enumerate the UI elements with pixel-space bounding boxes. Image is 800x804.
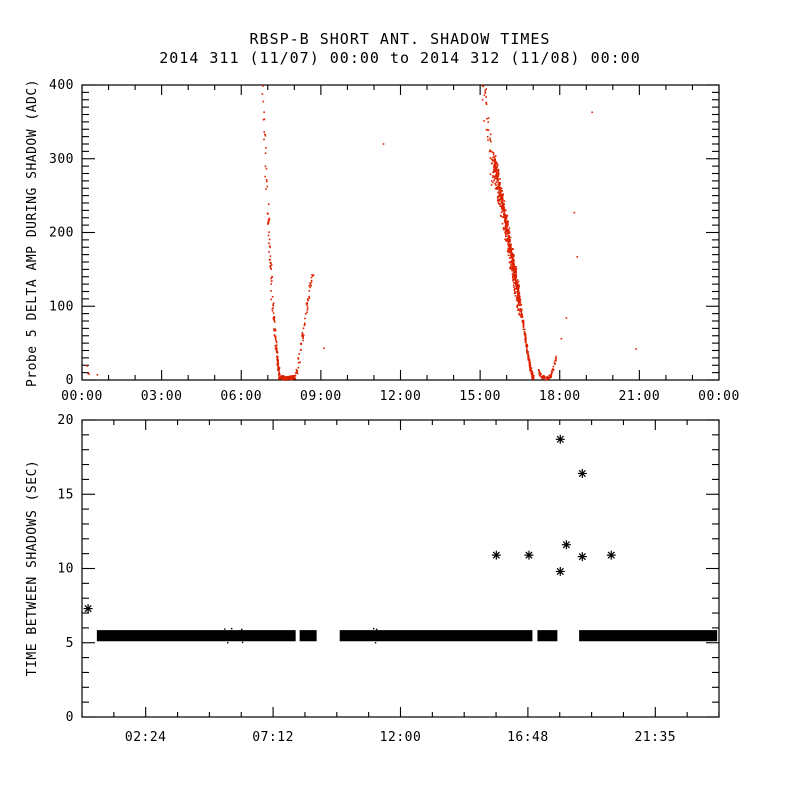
chart-title: RBSP-B SHORT ANT. SHADOW TIMES bbox=[250, 30, 551, 48]
band-segment bbox=[96, 630, 296, 642]
y-tick-label: 100 bbox=[49, 299, 74, 314]
x-tick-label: 02:24 bbox=[125, 730, 167, 745]
y-tick-label: 0 bbox=[66, 373, 74, 388]
chart-subtitle: 2014 311 (11/07) 00:00 to 2014 312 (11/0… bbox=[159, 49, 640, 67]
band-segment bbox=[579, 630, 718, 642]
x-tick-label: 15:00 bbox=[459, 389, 501, 404]
axis-tick-labels: 00:00 03:00 06:00 09:00 12:00 15:00 18:00 21:00… bbox=[49, 78, 740, 404]
y-tick-label: 20 bbox=[57, 413, 74, 428]
asterisk-marker bbox=[555, 566, 565, 576]
x-tick-label: 12:00 bbox=[380, 730, 422, 745]
y-tick-label: 0 bbox=[66, 710, 74, 725]
band-segment bbox=[339, 630, 533, 642]
band-segment bbox=[537, 630, 558, 642]
plot-box bbox=[81, 419, 720, 718]
outlier-asterisks bbox=[83, 434, 616, 614]
x-tick-label: 12:00 bbox=[380, 389, 422, 404]
top-scatter-plot: 00:00 03:00 06:00 09:00 12:00 15:00 18:00 21:00… bbox=[49, 78, 740, 404]
top-y-axis-label: Probe 5 DELTA AMP DURING SHADOW (ADC) bbox=[25, 79, 40, 387]
y-tick-label: 300 bbox=[49, 152, 74, 167]
scatter-points bbox=[224, 627, 378, 644]
bottom-y-axis-label: TIME BETWEEN SHADOWS (SEC) bbox=[25, 460, 40, 677]
asterisk-marker bbox=[561, 540, 571, 550]
asterisk-marker bbox=[555, 434, 565, 444]
bottom-scatter-plot: 02:24 07:12 12:00 16:48 21:35 0 5 10 15 20 bbox=[57, 413, 720, 745]
x-tick-label: 07:12 bbox=[252, 730, 294, 745]
y-tick-label: 200 bbox=[49, 226, 74, 241]
asterisk-marker bbox=[83, 604, 93, 614]
x-tick-label: 03:00 bbox=[141, 389, 183, 404]
y-tick-label: 15 bbox=[57, 487, 74, 502]
x-tick-label: 21:00 bbox=[619, 389, 661, 404]
x-tick-label: 00:00 bbox=[61, 389, 103, 404]
y-tick-label: 400 bbox=[49, 78, 74, 93]
asterisk-marker bbox=[524, 550, 534, 560]
x-tick-label: 06:00 bbox=[220, 389, 262, 404]
x-tick-label: 00:00 bbox=[698, 389, 740, 404]
x-tick-label: 09:00 bbox=[300, 389, 342, 404]
plot-box bbox=[81, 84, 720, 381]
axis-ticks bbox=[81, 84, 720, 381]
axis-tick-labels: 02:24 07:12 12:00 16:48 21:35 0 5 10 15 20 bbox=[57, 413, 676, 745]
y-tick-label: 5 bbox=[66, 636, 74, 651]
x-tick-label: 16:48 bbox=[507, 730, 549, 745]
asterisk-marker bbox=[491, 550, 501, 560]
x-tick-label: 21:35 bbox=[634, 730, 676, 745]
scatter-points bbox=[86, 84, 637, 381]
axis-ticks bbox=[81, 419, 720, 718]
band-segment bbox=[299, 630, 317, 642]
shadow-interval-band bbox=[96, 630, 718, 642]
y-tick-label: 10 bbox=[57, 562, 74, 577]
asterisk-marker bbox=[606, 550, 616, 560]
asterisk-marker bbox=[577, 552, 587, 562]
x-tick-label: 18:00 bbox=[539, 389, 581, 404]
asterisk-marker bbox=[577, 468, 587, 478]
